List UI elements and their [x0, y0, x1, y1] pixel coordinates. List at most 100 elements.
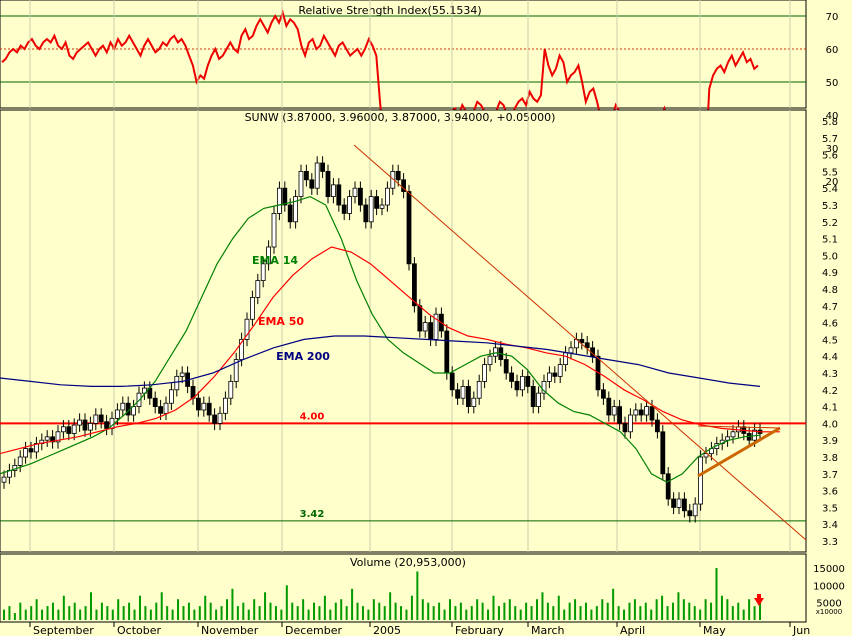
volume-bar: [100, 602, 103, 620]
volume-bar: [666, 606, 669, 620]
candle-body: [141, 387, 147, 394]
candle-body: [638, 409, 644, 416]
candle-body: [547, 372, 552, 382]
volume-bar: [704, 599, 707, 620]
price-tick-label: 4.6: [822, 319, 838, 330]
volume-bar: [612, 588, 615, 620]
candle-body: [82, 419, 88, 431]
volume-bar: [465, 609, 468, 620]
candle-body: [552, 372, 558, 377]
volume-bar: [166, 606, 169, 620]
volume-bar: [421, 599, 424, 620]
candle-body: [379, 204, 385, 209]
candle-body: [23, 448, 29, 458]
candle-body: [471, 397, 477, 408]
volume-bar: [128, 602, 131, 620]
ema-line: [0, 195, 761, 483]
candle-body: [77, 419, 82, 426]
volume-bar: [682, 599, 685, 620]
volume-bar: [187, 602, 190, 620]
volume-bar: [242, 602, 245, 620]
x-tick-label: May: [703, 624, 726, 636]
volume-bar: [476, 599, 479, 620]
price-tick-label: 3.3: [822, 537, 838, 548]
volume-bar: [742, 609, 745, 620]
candle-body: [384, 187, 390, 206]
volume-bar: [351, 588, 354, 620]
candle-body: [633, 409, 639, 416]
x-tick-label: 2005: [373, 624, 401, 636]
volume-bar: [633, 599, 636, 620]
price-tick-label: 4.7: [822, 302, 838, 313]
volume-bar: [590, 609, 593, 620]
volume-bar: [487, 609, 490, 620]
volume-bar: [541, 592, 544, 620]
ema-label: EMA 14: [252, 254, 298, 267]
candle-body: [34, 443, 39, 453]
candle-body: [444, 330, 450, 374]
price-tick-label: 4.4: [822, 352, 838, 363]
volume-bar: [546, 602, 549, 620]
price-tick-label: 5.2: [822, 218, 838, 229]
candle-body: [309, 179, 315, 189]
volume-bar: [367, 609, 370, 620]
volume-bar: [334, 602, 337, 620]
candle-body: [368, 196, 374, 223]
volume-bar: [677, 592, 680, 620]
ema-lines: EMA 14 EMA 50 EMA 200: [0, 195, 780, 483]
candle-body: [276, 187, 282, 214]
volume-bar: [650, 609, 653, 620]
rsi-tick-label: 20: [826, 177, 839, 188]
candle-body: [255, 280, 261, 298]
volume-bar: [536, 599, 539, 620]
candle-body: [687, 510, 693, 517]
volume-bar: [285, 585, 288, 620]
candle-body: [476, 380, 482, 399]
candle-body: [212, 414, 218, 424]
volume-bar: [182, 606, 185, 620]
candle-body: [417, 305, 423, 332]
candle-body: [314, 162, 320, 189]
candle-body: [655, 419, 660, 433]
candle-body: [271, 212, 277, 248]
rsi-tick-label: 50: [826, 78, 839, 89]
volume-bar: [280, 609, 283, 620]
candle-body: [336, 184, 342, 206]
volume-bar: [62, 595, 65, 620]
volume-bar: [737, 602, 740, 620]
price-tick-label: 5.0: [822, 251, 838, 262]
candle-body: [158, 406, 164, 414]
volume-bar: [710, 602, 713, 620]
volume-bar: [454, 606, 457, 620]
rsi-tick-label: 30: [826, 144, 839, 155]
volume-bar: [481, 602, 484, 620]
candle-body: [98, 414, 104, 423]
price-panel: SUNW (3.87000, 3.96000, 3.87000, 3.94000…: [0, 109, 807, 553]
volume-bar: [410, 595, 413, 620]
candle-body: [239, 338, 245, 360]
volume-bar: [160, 592, 163, 620]
price-tick-label: 4.2: [822, 386, 838, 397]
volume-bar: [193, 609, 196, 620]
candle-body: [660, 431, 666, 475]
candle-body: [611, 406, 617, 416]
candle-body: [363, 204, 369, 223]
x-tick-label: Jun: [792, 624, 810, 636]
ema-line: [0, 335, 761, 387]
candle-body: [514, 380, 520, 391]
volume-bar: [372, 599, 375, 620]
downtrend-line: [353, 144, 807, 541]
candle-body: [266, 246, 272, 265]
volume-bar: [405, 609, 408, 620]
candle-body: [428, 322, 434, 340]
volume-bar: [557, 595, 560, 620]
rsi-axis: 20 30 40 50 60 70: [826, 12, 839, 188]
price-tick-label: 4.0: [822, 419, 838, 430]
candle-body: [179, 372, 185, 377]
volume-bar: [117, 599, 120, 620]
volume-bar: [307, 609, 310, 620]
triangle-top-line: [697, 425, 781, 429]
x-axis: September October November December 2005 Febr…: [0, 621, 810, 636]
candle-body: [395, 170, 401, 181]
volume-bar: [313, 602, 316, 620]
